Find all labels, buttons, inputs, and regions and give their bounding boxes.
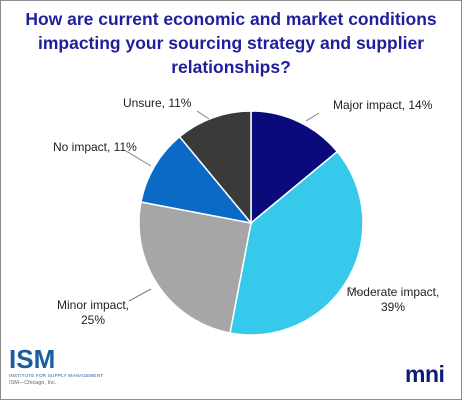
pie-slice-2	[229, 150, 364, 336]
data-label-2: Moderate impact, 39%	[347, 285, 440, 314]
pie-slice-5	[178, 110, 252, 226]
data-label-1: Major impact, 14%	[333, 98, 433, 112]
pie-slice-3	[138, 201, 252, 334]
pie-slice-4	[140, 135, 253, 225]
pie-slice-1	[250, 110, 339, 225]
leader-lines	[125, 110, 362, 302]
chart-title: How are current economic and market cond…	[25, 9, 437, 77]
leader-line-4	[125, 150, 152, 167]
ism-logo: ISM INSTITUTE FOR SUPPLY MANAGEMENT ISM—…	[9, 344, 104, 393]
leader-line-1	[305, 112, 320, 122]
ism-copyright: ISM—Chicago, Inc.	[9, 380, 57, 386]
data-labels: Major impact, 14% Moderate impact, 39% Mino…	[53, 96, 439, 327]
leader-line-5	[196, 110, 210, 120]
leader-line-2	[348, 286, 362, 295]
data-label-4: No impact, 11%	[53, 140, 137, 154]
mni-logo: mni	[405, 361, 445, 387]
ism-logo-name: INSTITUTE FOR SUPPLY MANAGEMENT	[9, 373, 104, 378]
data-label-5: Unsure, 11%	[123, 96, 192, 110]
pie-slices	[138, 110, 364, 336]
ism-logo-mark: ISM	[9, 344, 56, 374]
data-label-3: Minor impact, 25%	[57, 298, 129, 327]
leader-line-3	[128, 288, 152, 302]
